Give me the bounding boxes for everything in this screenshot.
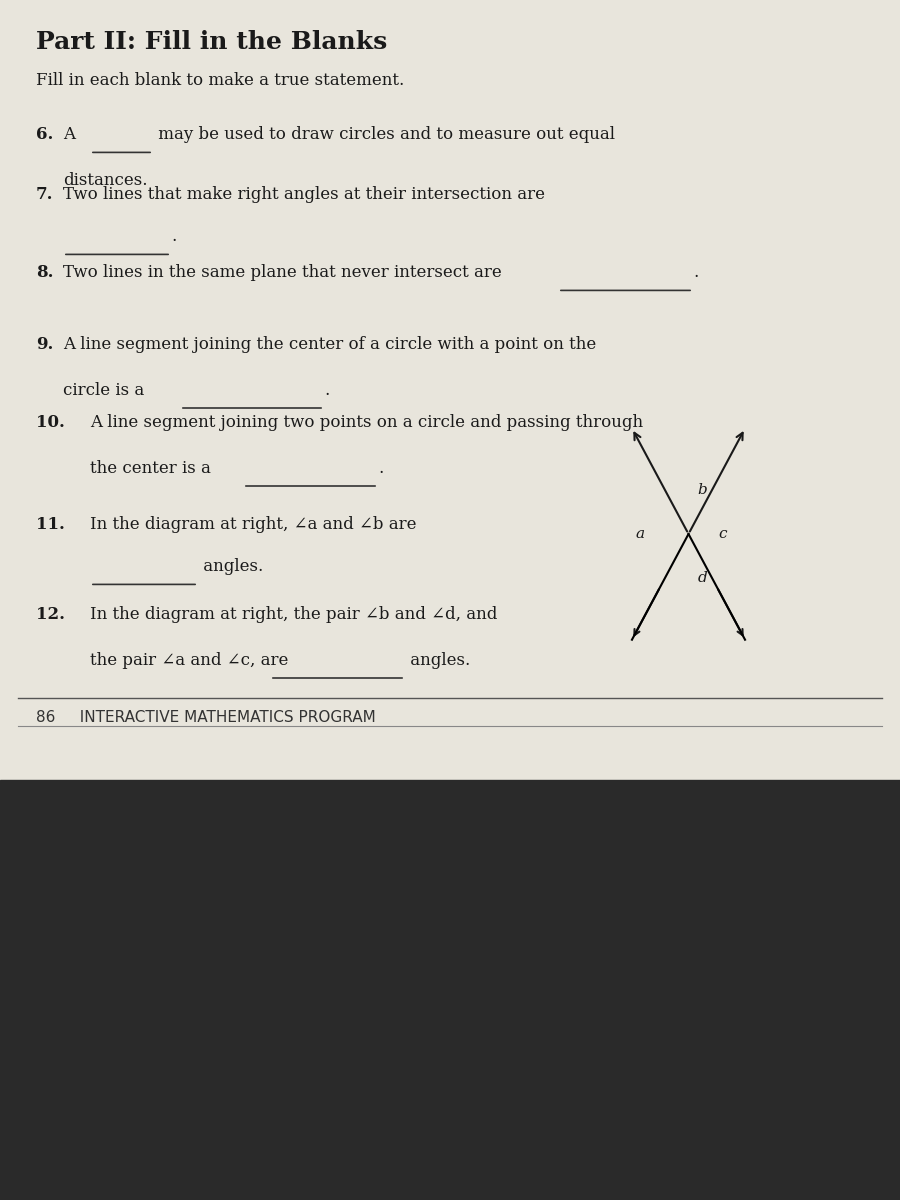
Text: distances.: distances. [63,172,148,188]
Text: Two lines in the same plane that never intersect are: Two lines in the same plane that never i… [63,264,502,281]
Text: circle is a: circle is a [63,382,144,398]
Text: a: a [635,527,645,541]
Text: the pair ∠a and ∠c, are: the pair ∠a and ∠c, are [90,652,288,668]
Text: angles.: angles. [198,558,263,575]
Text: 10.: 10. [36,414,65,431]
Text: Two lines that make right angles at their intersection are: Two lines that make right angles at thei… [63,186,545,203]
Text: c: c [718,527,726,541]
Text: Fill in each blank to make a true statement.: Fill in each blank to make a true statem… [36,72,404,89]
Text: A: A [63,126,75,143]
Text: Part II: Fill in the Blanks: Part II: Fill in the Blanks [36,30,387,54]
Text: A line segment joining two points on a circle and passing through: A line segment joining two points on a c… [90,414,644,431]
Text: d: d [698,571,707,584]
Text: 8.: 8. [36,264,53,281]
Text: .: . [324,382,329,398]
Text: A line segment joining the center of a circle with a point on the: A line segment joining the center of a c… [63,336,596,353]
Bar [0,780,900,1200]
Text: 6.: 6. [36,126,53,143]
Text: .: . [378,460,383,476]
Bar [0,0,900,780]
Text: 11.: 11. [36,516,65,533]
Text: angles.: angles. [405,652,470,668]
Text: .: . [171,228,176,245]
Text: b: b [698,484,707,497]
Text: 9.: 9. [36,336,53,353]
Text: In the diagram at right, ∠a and ∠b are: In the diagram at right, ∠a and ∠b are [90,516,417,533]
Text: In the diagram at right, the pair ∠b and ∠d, and: In the diagram at right, the pair ∠b and… [90,606,498,623]
Text: the center is a: the center is a [90,460,211,476]
Text: 12.: 12. [36,606,65,623]
Text: 7.: 7. [36,186,53,203]
Text: 86     INTERACTIVE MATHEMATICS PROGRAM: 86 INTERACTIVE MATHEMATICS PROGRAM [36,710,376,725]
Text: may be used to draw circles and to measure out equal: may be used to draw circles and to measu… [153,126,615,143]
Text: .: . [693,264,698,281]
